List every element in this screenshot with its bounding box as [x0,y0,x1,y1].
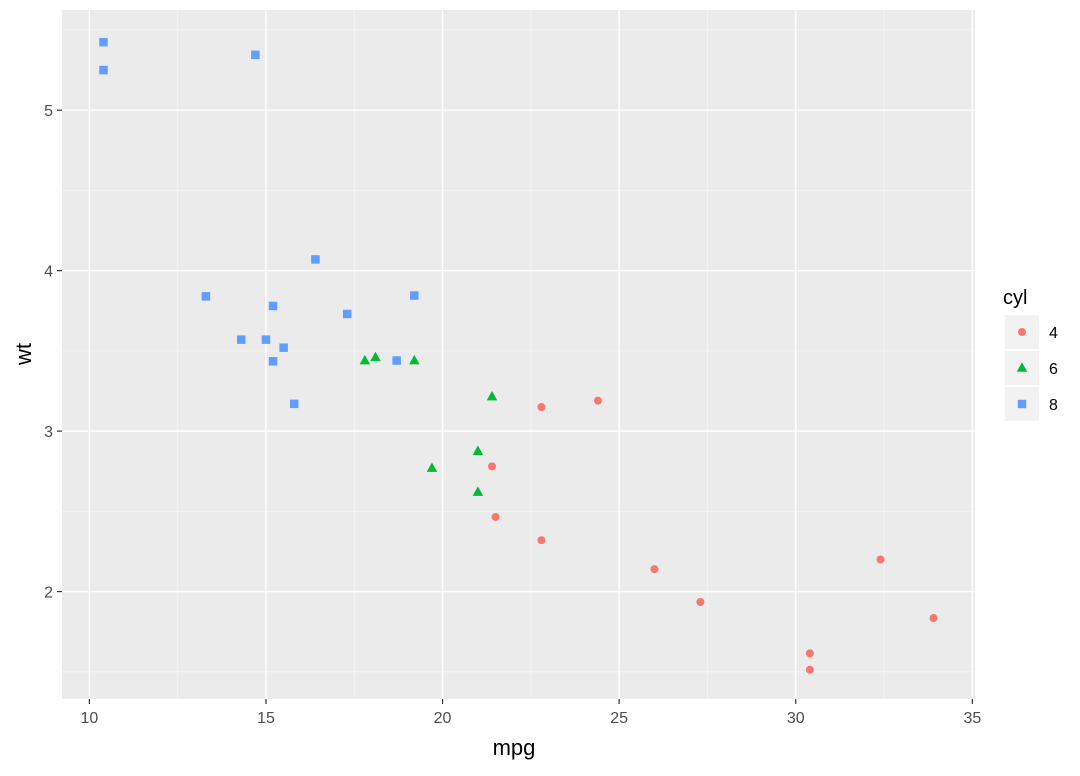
data-point-cyl-8 [268,357,278,366]
data-point-cyl-8 [201,292,211,301]
data-point-cyl-8 [268,301,278,311]
data-point-cyl-4 [805,649,814,658]
data-point-cyl-4 [650,565,659,574]
data-point-cyl-6 [409,354,420,365]
data-point-cyl-4 [696,598,705,607]
legend-key-6 [1016,362,1028,372]
legend-key-8 [1017,399,1027,409]
x-tick-label: 20 [434,710,452,727]
legend-title: cyl [1003,287,1027,309]
data-point-cyl-8 [342,309,352,319]
x-tick-label: 15 [257,710,275,727]
data-point-cyl-8 [392,356,401,365]
x-tick-label: 10 [80,710,98,727]
x-axis: 10 15 20 25 30 35 [80,699,981,727]
legend-key-4 [1018,328,1026,336]
y-tick-label: 2 [44,585,53,602]
y-tick-label: 3 [44,424,53,441]
major-gridlines [62,10,975,699]
data-point-cyl-8 [236,335,246,344]
x-tick-label: 25 [610,710,628,727]
data-point-cyl-6 [370,351,381,362]
data-point-cyl-6 [472,445,484,455]
data-point-cyl-8 [410,291,419,300]
data-point-cyl-8 [99,65,108,75]
data-point-cyl-8 [251,50,260,60]
data-point-cyl-8 [289,399,299,409]
data-point-cyl-4 [805,665,814,674]
x-axis-title: mpg [493,735,536,760]
data-point-cyl-8 [99,37,108,47]
data-point-cyl-4 [929,614,938,623]
plot-panel [62,10,975,699]
legend: cyl 4 6 8 [1003,287,1058,421]
y-tick-label: 5 [44,103,53,120]
data-point-cyl-4 [491,512,500,521]
data-point-cyl-4 [876,555,885,564]
data-point-cyl-4 [537,536,546,545]
data-point-cyl-4 [488,462,497,471]
data-point-cyl-8 [261,335,271,344]
data-point-cyl-6 [426,462,438,472]
legend-label-8: 8 [1049,397,1058,414]
legend-label-6: 6 [1049,361,1058,378]
data-point-cyl-6 [486,390,498,401]
y-axis: 2 3 4 5 [44,103,62,602]
legend-label-4: 4 [1049,325,1058,342]
x-tick-label: 35 [963,710,981,727]
minor-gridlines [62,10,975,699]
y-tick-label: 4 [44,264,53,281]
data-point-cyl-6 [472,486,484,496]
data-point-cyl-6 [359,354,371,365]
x-tick-label: 30 [787,710,805,727]
legend-keys: 4 6 8 [1005,315,1058,421]
data-point-cyl-4 [593,396,602,405]
data-point-cyl-8 [279,343,288,352]
data-points [99,37,938,674]
data-point-cyl-4 [537,403,546,412]
data-point-cyl-8 [311,255,320,264]
y-axis-title: wt [11,343,36,366]
